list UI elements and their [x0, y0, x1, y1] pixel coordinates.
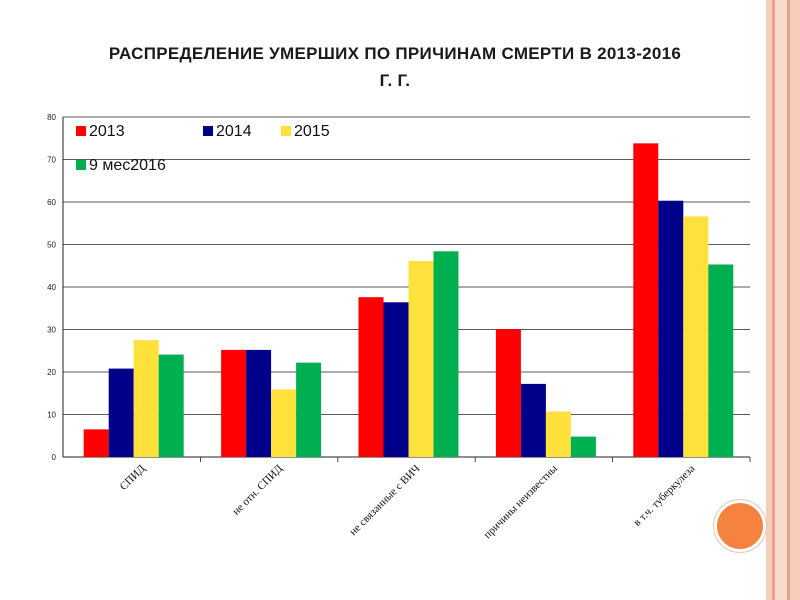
x-category-label: СПИД	[118, 462, 149, 493]
slide-title-line-1: РАСПРЕДЕЛЕНИЕ УМЕРШИХ ПО ПРИЧИНАМ СМЕРТИ…	[108, 44, 682, 63]
bar	[520, 383, 546, 457]
y-tick-label: 60	[47, 198, 56, 207]
legend-label: 2014	[216, 123, 252, 140]
bar	[545, 411, 571, 457]
bar	[633, 143, 659, 457]
decorative-stripe-band	[766, 0, 800, 600]
x-category-label: причины неизвестны	[482, 462, 561, 541]
bar	[246, 349, 272, 457]
y-tick-label: 0	[52, 453, 57, 462]
y-tick-label: 10	[47, 411, 56, 420]
bar	[108, 368, 134, 457]
bar	[158, 354, 184, 457]
legend-label: 2013	[89, 123, 125, 140]
bar	[408, 261, 434, 457]
decorative-circle	[714, 500, 766, 552]
stripe	[775, 0, 787, 600]
y-tick-label: 30	[47, 326, 56, 335]
bar	[296, 362, 322, 457]
bar	[658, 200, 684, 457]
legend-swatch	[281, 126, 291, 136]
stripe	[790, 0, 800, 600]
stripe	[787, 0, 790, 600]
legend-swatch	[203, 126, 213, 136]
x-category-label: не отн. СПИД	[230, 462, 285, 517]
stripe	[772, 0, 775, 600]
bar	[495, 329, 521, 457]
slide-title-line-2: Г. Г.	[379, 71, 411, 90]
bar	[133, 340, 159, 457]
legend-swatch	[76, 126, 86, 136]
y-tick-label: 80	[47, 113, 56, 122]
bar	[83, 429, 109, 457]
bar	[683, 216, 709, 457]
stripe	[766, 0, 772, 600]
y-tick-label: 70	[47, 156, 56, 165]
bar	[433, 251, 459, 457]
bar	[358, 297, 384, 457]
bar	[383, 302, 409, 457]
bar	[570, 436, 596, 457]
slide-title: РАСПРЕДЕЛЕНИЕ УМЕРШИХ ПО ПРИЧИНАМ СМЕРТИ…	[30, 40, 760, 94]
bar	[708, 264, 734, 457]
y-tick-label: 20	[47, 368, 56, 377]
x-category-label: в т.ч. туберкулеза	[631, 463, 697, 529]
legend-swatch	[76, 160, 86, 170]
y-tick-label: 40	[47, 283, 56, 292]
x-category-label: не связанные с ВИЧ	[347, 463, 422, 538]
legend-label: 9 мес2016	[89, 157, 166, 174]
bar	[271, 389, 297, 457]
bar	[221, 349, 247, 457]
y-tick-label: 50	[47, 241, 56, 250]
legend-label: 2015	[294, 123, 330, 140]
